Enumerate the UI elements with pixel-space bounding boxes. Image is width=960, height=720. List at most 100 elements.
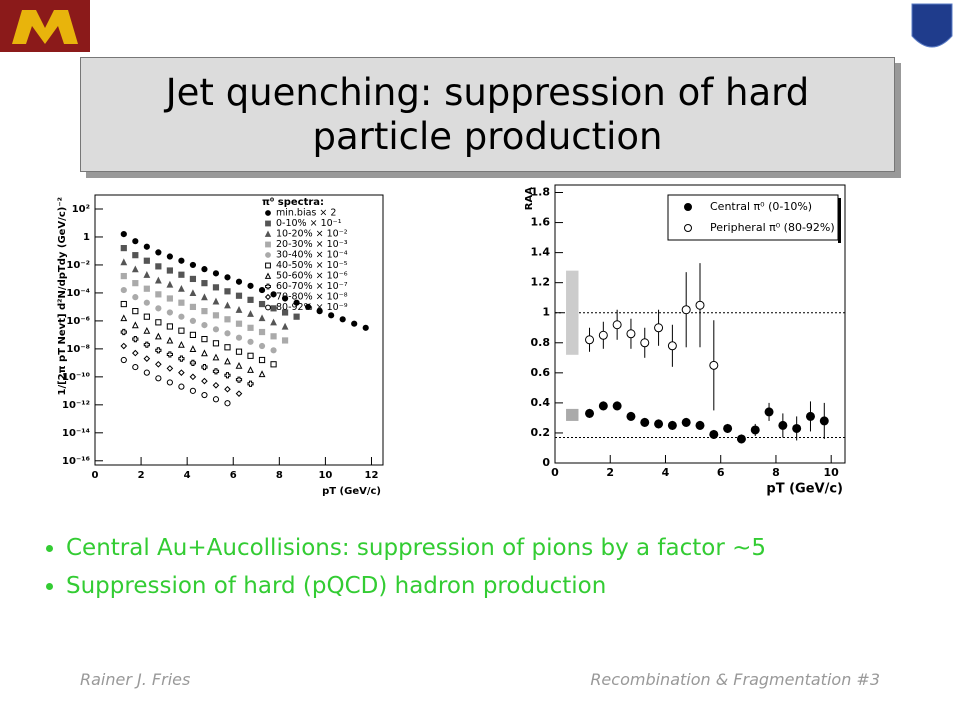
marker (178, 313, 185, 320)
marker (166, 309, 173, 316)
marker (212, 381, 220, 389)
marker (120, 258, 128, 266)
marker (132, 308, 139, 315)
marker (201, 308, 208, 315)
y-tick-label: 10⁻⁴ (66, 288, 90, 299)
y-tick-label: 0.8 (531, 336, 551, 349)
legend-label: Central π⁰ (0-10%) (710, 200, 812, 213)
marker (120, 356, 127, 364)
marker (143, 326, 151, 334)
marker (258, 328, 266, 336)
legend-marker (265, 210, 271, 216)
marker (212, 396, 220, 403)
marker (224, 301, 231, 309)
marker (178, 299, 185, 306)
marker (235, 320, 243, 327)
marker (132, 294, 139, 301)
marker (258, 300, 266, 308)
marker (120, 272, 127, 280)
legend-box (667, 194, 839, 241)
marker (189, 275, 197, 283)
y-tick-label: 10⁻¹² (62, 400, 90, 411)
y-tick-label: 0.6 (531, 366, 551, 379)
marker (247, 324, 254, 331)
marker (189, 261, 197, 269)
bullet: Suppression of hard (pQCD) hadron produc… (66, 573, 766, 599)
marker (235, 348, 243, 355)
marker (120, 342, 128, 350)
x-tick-label: 0 (92, 470, 99, 481)
y-tick-label: 10⁻⁶ (66, 316, 90, 327)
marker (132, 238, 139, 245)
marker (224, 385, 231, 393)
marker (585, 408, 595, 418)
marker (667, 341, 677, 351)
y-tick-label: 1.4 (531, 246, 551, 259)
legend-label: 80-92% × 10⁻⁹ (276, 302, 348, 313)
marker (212, 284, 220, 291)
y-tick-label: 0 (542, 456, 550, 469)
marker (247, 338, 254, 345)
marker (626, 329, 636, 339)
marker (212, 340, 220, 347)
marker (750, 425, 760, 435)
y-tick-label: 0.2 (531, 426, 551, 439)
marker (143, 369, 150, 376)
legend-label: 30-40% × 10⁻⁴ (276, 250, 348, 261)
legend-marker (265, 304, 271, 311)
x-axis-label: pT (GeV/c) (766, 482, 843, 497)
legend-label: Peripheral π⁰ (80-92%) (710, 221, 835, 234)
marker (339, 316, 346, 323)
marker (166, 295, 173, 302)
marker (132, 363, 139, 371)
marker (235, 376, 243, 383)
marker (166, 253, 173, 260)
marker (143, 257, 150, 264)
marker (120, 300, 127, 308)
marker (178, 355, 185, 362)
bullets: Central Au+Aucollisions: suppression of … (30, 535, 766, 611)
marker (166, 267, 173, 274)
marker (143, 285, 150, 292)
y-tick-label: 0.4 (531, 396, 551, 409)
y-tick-label: 1.2 (531, 276, 551, 289)
marker (201, 349, 208, 357)
legend-label: 60-70% × 10⁻⁷ (276, 281, 348, 292)
marker (270, 291, 277, 298)
marker (224, 357, 231, 365)
marker (155, 319, 162, 326)
marker (201, 280, 208, 287)
marker (224, 288, 231, 295)
marker (178, 257, 185, 264)
logo-left (0, 0, 90, 52)
bullet: Central Au+Aucollisions: suppression of … (66, 535, 766, 561)
marker (120, 314, 128, 322)
marker (778, 420, 788, 430)
marker (189, 317, 197, 325)
marker (235, 305, 243, 313)
marker (247, 380, 254, 387)
marker (120, 286, 127, 294)
marker (270, 305, 277, 312)
marker (224, 330, 231, 337)
marker (293, 313, 300, 320)
legend-label: 40-50% × 10⁻⁵ (276, 260, 348, 271)
x-tick-label: 8 (772, 466, 780, 479)
marker (709, 360, 719, 370)
legend-label: 70-80% × 10⁻⁸ (276, 292, 348, 303)
norm-band (566, 270, 579, 355)
marker (155, 291, 162, 298)
marker (270, 318, 277, 326)
x-tick-label: 12 (365, 470, 379, 481)
legend-label: 50-60% × 10⁻⁶ (276, 271, 348, 282)
marker (235, 292, 243, 299)
marker (258, 286, 266, 294)
marker (189, 387, 197, 394)
marker (695, 420, 705, 430)
legend-marker (265, 283, 271, 290)
marker (270, 361, 277, 368)
marker (120, 245, 127, 252)
marker (681, 417, 691, 427)
norm-band (566, 408, 579, 421)
